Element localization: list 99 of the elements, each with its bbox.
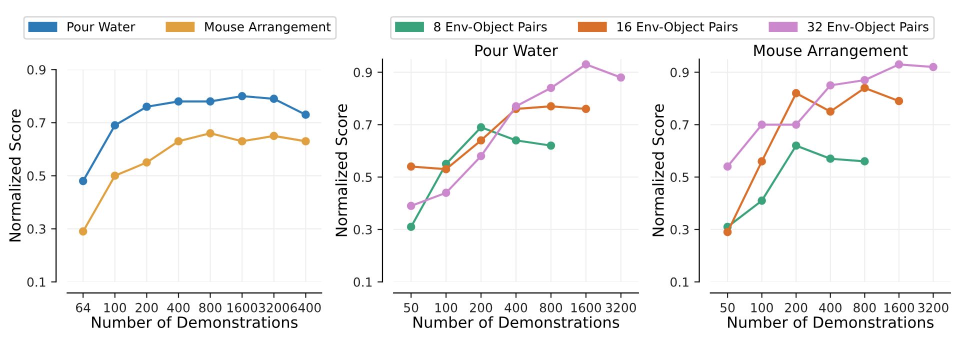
point <box>78 176 88 186</box>
y-tick-label: 0.5 <box>354 172 372 182</box>
legend-label: Mouse Arrangement <box>205 22 331 34</box>
x-tick-label: 400 <box>167 302 190 312</box>
point <box>758 120 766 129</box>
x-tick-label: 400 <box>819 302 842 312</box>
point <box>238 92 246 100</box>
point <box>758 196 766 205</box>
y-tick-label: 0.1 <box>354 277 372 287</box>
point <box>546 84 556 92</box>
x-tick-label: 800 <box>540 302 562 312</box>
point <box>929 62 938 72</box>
y-tick-label: 0.3 <box>670 224 689 234</box>
y-tick-label: 0.1 <box>27 277 46 287</box>
point <box>546 102 556 110</box>
y-tick-label: 0.9 <box>27 65 46 75</box>
point <box>512 136 520 145</box>
x-tick-label: 50 <box>404 302 418 312</box>
x-tick-label: 400 <box>504 302 528 312</box>
point <box>302 137 310 146</box>
y-tick-label: 0.7 <box>27 118 46 128</box>
legend-label: 8 Env-Object Pairs <box>434 22 547 34</box>
legend-label: 16 Env-Object Pairs <box>618 22 738 34</box>
x-tick-label: 200 <box>136 302 158 312</box>
x-axis-title: Number of Demonstrations <box>728 316 934 328</box>
point <box>792 141 800 150</box>
y-tick-label: 0.5 <box>670 172 688 182</box>
point <box>270 94 278 103</box>
x-tick-label: 200 <box>470 302 492 312</box>
point <box>110 121 120 130</box>
y-tick-label: 0.3 <box>27 224 46 234</box>
x-tick-label: 1600 <box>571 302 602 312</box>
y-axis-title: Normalized Score <box>335 104 348 236</box>
point <box>860 76 869 84</box>
point <box>406 222 416 232</box>
legend-label: Pour Water <box>68 22 136 32</box>
x-tick-label: 100 <box>104 302 126 312</box>
x-tick-label: 3200 <box>606 302 636 312</box>
x-tick-label: 800 <box>199 302 222 312</box>
point <box>894 60 904 69</box>
point <box>758 157 766 166</box>
point <box>546 141 556 150</box>
x-tick-label: 100 <box>751 302 773 312</box>
x-tick-label: 6400 <box>290 302 321 312</box>
point <box>512 102 520 110</box>
point <box>582 104 590 114</box>
y-tick-label: 0.3 <box>354 224 372 234</box>
chart-title: Pour Water <box>476 44 558 56</box>
y-tick-label: 0.7 <box>354 120 372 130</box>
point <box>826 154 835 163</box>
point <box>142 102 151 111</box>
x-tick-label: 1600 <box>884 302 914 312</box>
point <box>110 172 120 180</box>
point <box>302 110 310 119</box>
point <box>406 162 416 171</box>
point <box>270 132 278 140</box>
point <box>826 107 835 116</box>
point <box>476 136 486 145</box>
point <box>238 137 246 146</box>
point <box>860 84 869 92</box>
y-tick-label: 0.1 <box>670 277 688 287</box>
point <box>792 120 800 129</box>
point <box>406 202 416 210</box>
legend-label: 32 Env-Object Pairs <box>808 22 928 34</box>
point <box>442 188 450 197</box>
x-tick-label: 50 <box>720 302 735 312</box>
point <box>174 97 183 106</box>
point <box>826 81 835 90</box>
y-axis-title: Normalized Score <box>8 109 21 242</box>
point <box>860 157 869 166</box>
x-tick-label: 200 <box>785 302 808 312</box>
x-tick-label: 3200 <box>258 302 289 312</box>
x-tick-label: 800 <box>854 302 876 312</box>
point <box>442 165 450 174</box>
point <box>616 73 626 82</box>
x-axis-title: Number of Demonstrations <box>414 316 620 328</box>
point <box>582 60 590 69</box>
point <box>723 162 732 171</box>
chart-title: Mouse Arrangement <box>754 44 908 60</box>
y-tick-label: 0.9 <box>670 68 689 78</box>
point <box>206 97 214 106</box>
y-tick-label: 0.9 <box>354 68 372 78</box>
point <box>476 123 486 132</box>
point <box>174 137 183 146</box>
x-tick-label: 3200 <box>918 302 948 312</box>
y-tick-label: 0.7 <box>670 120 688 130</box>
point <box>476 152 486 160</box>
x-tick-label: 1600 <box>228 302 258 312</box>
y-tick-label: 0.5 <box>27 171 46 181</box>
x-tick-label: 64 <box>76 302 90 312</box>
point <box>206 129 214 138</box>
y-axis-title: Normalized Score <box>652 104 664 236</box>
point <box>723 228 732 236</box>
point <box>142 158 151 167</box>
point <box>78 227 88 236</box>
x-tick-label: 100 <box>436 302 458 312</box>
x-axis-title: Number of Demonstrations <box>92 316 298 328</box>
point <box>894 96 904 106</box>
point <box>792 89 800 98</box>
